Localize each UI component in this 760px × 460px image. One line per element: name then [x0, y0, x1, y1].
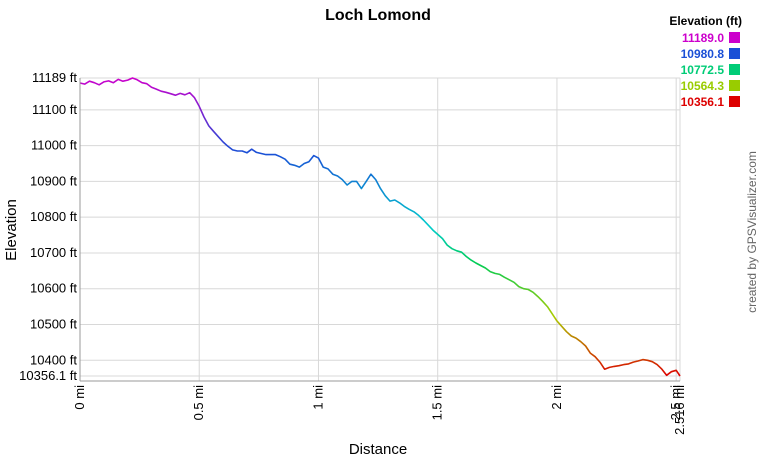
- y-tick-label: 11100 ft: [32, 102, 77, 117]
- legend-swatch: [729, 32, 740, 43]
- y-tick-label: 10900 ft: [30, 173, 77, 188]
- x-tick-label: 2.516 mi: [672, 385, 687, 435]
- legend-entry-label: 10564.3: [681, 79, 725, 93]
- legend-entry-label: 10356.1: [681, 95, 725, 109]
- legend-entry-label: 10772.5: [681, 63, 725, 77]
- y-tick-label: 10700 ft: [30, 245, 77, 260]
- y-tick-label: 11189 ft: [32, 70, 77, 85]
- y-tick-label: 10356.1 ft: [19, 368, 77, 383]
- legend-swatch: [729, 80, 740, 91]
- legend: Elevation (ft) 11189.0 10980.8 10772.5 1056…: [669, 14, 742, 109]
- y-tick-label: 10400 ft: [30, 352, 77, 367]
- y-tick-labels: 11189 ft 11100 ft 11000 ft 10900 ft 10800 ft…: [19, 70, 77, 383]
- series-line-group: [79, 77, 681, 377]
- legend-swatch: [729, 96, 740, 107]
- y-tick-label: 10600 ft: [30, 281, 77, 296]
- legend-title: Elevation (ft): [669, 14, 742, 28]
- x-tick-label: 0.5 mi: [191, 385, 206, 421]
- legend-entry-label: 10980.8: [681, 47, 725, 61]
- y-axis-label: Elevation: [3, 199, 20, 261]
- y-tick-label: 10500 ft: [30, 317, 77, 332]
- x-tick-label: 1.5 mi: [430, 385, 445, 421]
- legend-swatch: [729, 64, 740, 75]
- elevation-profile-line: [79, 77, 681, 377]
- y-tick-label: 10800 ft: [30, 209, 77, 224]
- x-axis-label: Distance: [349, 441, 407, 458]
- y-tick-label: 11000 ft: [31, 138, 77, 153]
- chart-title: Loch Lomond: [325, 7, 431, 24]
- legend-swatch: [729, 48, 740, 59]
- x-tick-labels: 0 mi 0.5 mi 1 mi 1.5 mi 2 mi 2.5 mi2.516 mi: [72, 385, 687, 435]
- x-tick-label: 2.5 mi: [668, 385, 683, 421]
- legend-entry-label: 11189.0: [682, 31, 724, 45]
- grid-lines: [79, 77, 681, 381]
- credit-text: created by GPSVisualizer.com: [745, 151, 759, 313]
- x-tick-label: 0 mi: [72, 385, 87, 410]
- x-tick-label: 2 mi: [549, 385, 564, 410]
- x-tick-label: 1 mi: [310, 385, 325, 410]
